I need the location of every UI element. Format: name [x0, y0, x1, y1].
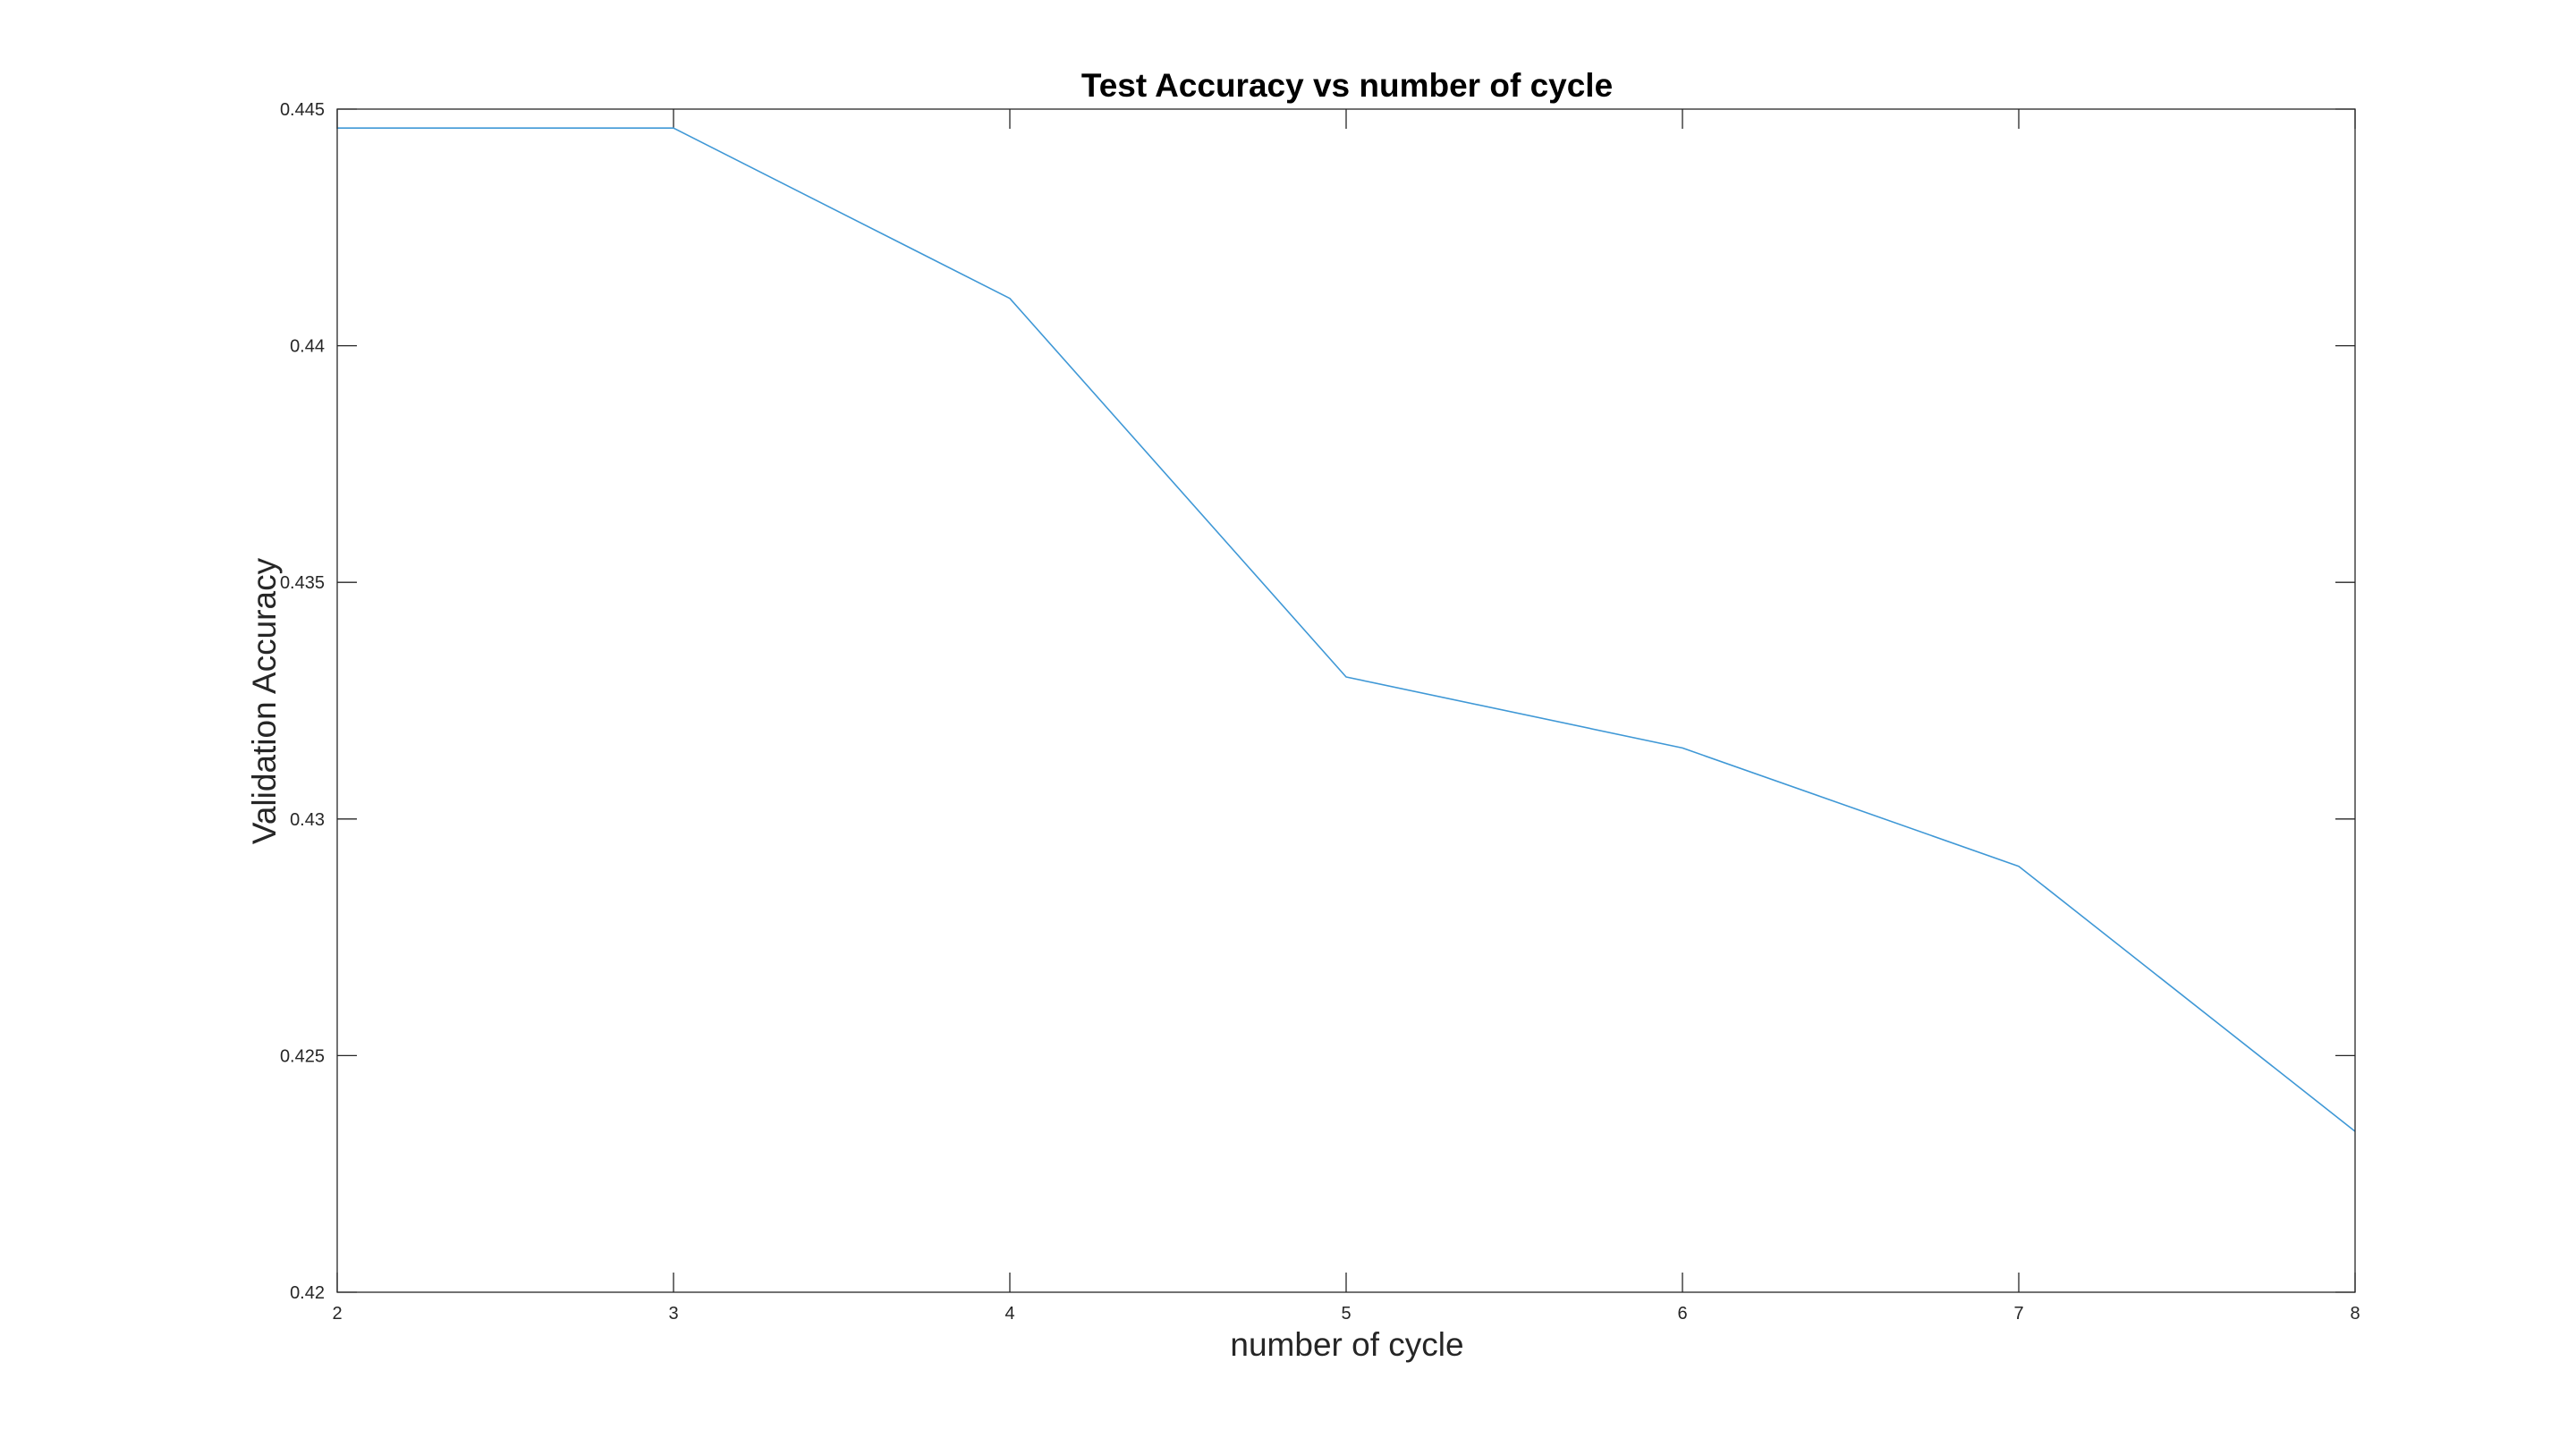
x-tick-label: 6 [1677, 1304, 1687, 1324]
x-axis-label: number of cycle [1230, 1326, 1463, 1363]
series-line [337, 127, 2356, 1132]
y-tick-label: 0.445 [280, 100, 325, 120]
y-tick-label: 0.425 [280, 1046, 325, 1066]
tick-labels: 2 3 4 5 6 7 8 0.42 0.425 0.43 0.435 0.44 0.445 [280, 100, 2360, 1324]
x-tick-label: 2 [332, 1304, 342, 1324]
x-tick-label: 5 [1341, 1304, 1351, 1324]
y-axis-label: Validation Accuracy [246, 557, 283, 844]
x-tick-label: 3 [668, 1304, 678, 1324]
y-tick-label: 0.43 [290, 810, 325, 830]
axes-box [336, 108, 2356, 1293]
chart-title: Test Accuracy vs number of cycle [1081, 67, 1613, 104]
plot-area [337, 109, 2355, 1292]
x-tick-label: 8 [2350, 1304, 2360, 1324]
series-layer [337, 127, 2356, 1132]
x-tick-label: 7 [2013, 1304, 2023, 1324]
y-tick-label: 0.435 [280, 573, 325, 593]
x-tick-label: 4 [1004, 1304, 1014, 1324]
y-tick-label: 0.42 [290, 1283, 325, 1303]
y-tick-label: 0.44 [290, 337, 325, 357]
